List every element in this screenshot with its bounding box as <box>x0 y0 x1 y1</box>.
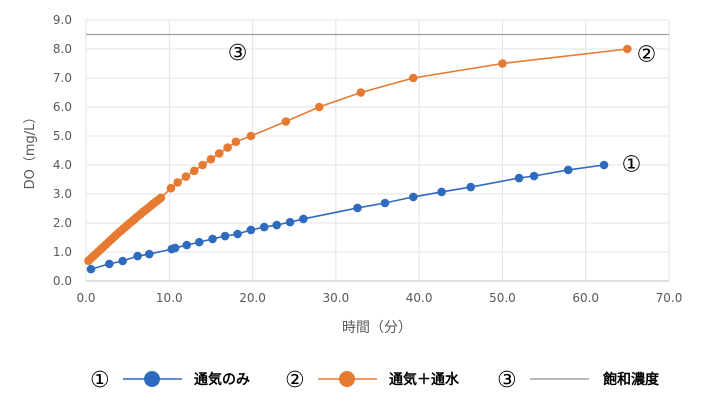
x-axis-label: 時間（分） <box>342 320 412 336</box>
data-point-1 <box>182 240 192 250</box>
data-point-1 <box>466 182 476 192</box>
data-point-1 <box>105 259 114 269</box>
x-tick-label: 30.0 <box>322 291 349 305</box>
data-point-2 <box>281 117 291 126</box>
annotations: ③ ② ① <box>228 41 657 178</box>
data-point-2 <box>409 73 418 83</box>
series-layer <box>84 33 669 274</box>
data-point-2 <box>198 160 207 170</box>
data-point-1 <box>86 264 96 274</box>
data-point-2 <box>181 172 191 181</box>
y-tick-label: 6.0 <box>53 100 72 114</box>
y-axis-label: DO（mg/L） <box>23 111 38 190</box>
y-tick-label: 2.0 <box>53 216 72 230</box>
x-tick-label: 20.0 <box>239 291 266 305</box>
data-point-2 <box>173 178 182 187</box>
legend-marker <box>144 371 160 387</box>
data-point-1 <box>118 256 127 266</box>
data-point-1 <box>259 222 269 232</box>
data-point-1 <box>563 165 573 175</box>
y-axis-ticks: 0.0 1.0 2.0 3.0 4.0 5.0 6.0 7.0 8.0 9.0 <box>53 13 72 288</box>
series-annotation: ① <box>622 153 642 178</box>
x-tick-label: 40.0 <box>406 291 433 305</box>
y-tick-label: 7.0 <box>53 71 72 85</box>
data-point-2 <box>156 193 166 203</box>
x-tick-label: 70.0 <box>656 291 683 305</box>
data-point-2 <box>166 183 176 193</box>
data-point-2 <box>246 131 256 141</box>
legend: ① 通気のみ ② 通気＋通水 ③ 飽和濃度 <box>90 368 660 393</box>
legend-marker-number: ③ <box>497 368 517 393</box>
data-point-1 <box>353 203 362 213</box>
y-tick-label: 9.0 <box>53 13 72 27</box>
data-point-1 <box>220 231 230 241</box>
y-tick-label: 5.0 <box>53 129 72 143</box>
x-tick-label: 50.0 <box>489 291 516 305</box>
x-tick-label: 10.0 <box>156 291 183 305</box>
data-point-2 <box>623 44 632 54</box>
data-point-1 <box>514 173 524 183</box>
data-point-2 <box>356 88 366 97</box>
data-point-1 <box>409 192 418 202</box>
data-point-1 <box>208 234 217 244</box>
data-point-1 <box>246 225 256 235</box>
series-annotation: ② <box>637 42 657 67</box>
data-point-2 <box>214 149 224 158</box>
data-point-1 <box>170 243 180 253</box>
legend-label: 通気＋通水 <box>389 371 460 388</box>
data-point-1 <box>133 251 142 261</box>
data-point-1 <box>144 249 154 259</box>
x-tick-label: 0.0 <box>76 291 95 305</box>
data-point-1 <box>437 187 446 197</box>
data-point-2 <box>498 59 507 68</box>
data-point-2 <box>189 166 199 176</box>
data-point-2 <box>223 143 232 152</box>
data-point-2 <box>231 137 241 147</box>
legend-label: 飽和濃度 <box>602 371 660 388</box>
y-tick-label: 8.0 <box>53 42 72 56</box>
y-tick-label: 3.0 <box>53 187 72 201</box>
legend-marker-number: ② <box>285 368 305 393</box>
data-point-1 <box>233 229 242 239</box>
data-point-1 <box>529 171 539 181</box>
legend-marker-number: ① <box>90 368 110 393</box>
x-tick-label: 60.0 <box>572 291 599 305</box>
y-tick-label: 0.0 <box>53 274 72 288</box>
data-point-1 <box>380 198 390 208</box>
data-point-1 <box>599 160 609 170</box>
series-line-1 <box>90 164 605 270</box>
data-point-1 <box>285 217 295 227</box>
legend-marker <box>339 371 355 387</box>
y-tick-label: 1.0 <box>53 245 72 259</box>
series-annotation: ③ <box>228 41 248 66</box>
data-point-1 <box>272 220 282 230</box>
legend-label: 通気のみ <box>194 371 250 388</box>
data-point-1 <box>194 237 204 247</box>
y-tick-label: 4.0 <box>53 158 72 172</box>
grid <box>85 19 670 282</box>
data-point-2 <box>206 154 216 164</box>
data-point-1 <box>299 214 308 224</box>
x-axis-ticks: 0.0 10.0 20.0 30.0 40.0 50.0 60.0 70.0 <box>76 291 682 305</box>
data-point-2 <box>314 102 324 112</box>
